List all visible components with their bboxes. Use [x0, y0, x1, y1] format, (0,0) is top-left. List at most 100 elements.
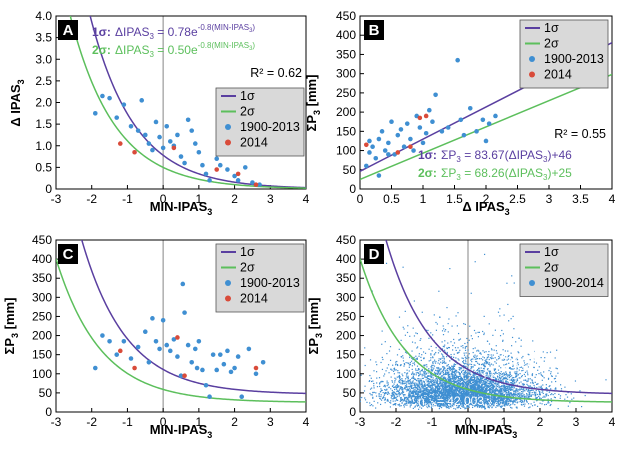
panel-b-point-1900-2013	[439, 129, 445, 134]
panel-b-point-2014	[417, 115, 423, 121]
panel-a-point-1900-2013	[157, 134, 162, 140]
panel-b-point-1900-2013	[458, 117, 464, 123]
panel-b-point-1900-2013	[376, 136, 382, 142]
panel-b-point-1900-2013	[367, 138, 372, 144]
panel-a-legend-swatch	[225, 124, 231, 130]
panel-c-point-1900-2013	[235, 354, 241, 359]
panel-b-equation-1: 1σ: ΣP3 = 83.67(ΔIPAS3)+46	[418, 148, 572, 164]
panel-b-xtick-label: 3	[546, 192, 553, 206]
panel-d-ytick-label: 450	[336, 233, 356, 247]
panel-a-point-1900-2013	[160, 145, 166, 151]
panel-d-legend-label: 2σ	[544, 261, 559, 275]
panel-a-ytick-label: 0	[45, 182, 52, 196]
panel-a-xtick-label: -3	[51, 192, 62, 206]
panel-b-point-1900-2013	[420, 140, 426, 146]
panel-c-point-1900-2013	[146, 360, 152, 365]
panel-a-ytick-label: 1.5	[35, 117, 52, 131]
panel-b-frame	[359, 15, 613, 190]
panel-a-point-1900-2013	[217, 162, 223, 168]
panel-c-point-1900-2013	[200, 367, 205, 373]
panel-b-xtick-label: 1.5	[446, 192, 463, 206]
panel-a-point-1900-2013	[150, 147, 155, 153]
svg-text:ΔIPAS3 = 0.78e-0.8(MIN-IPAS3): ΔIPAS3 = 0.78e-0.8(MIN-IPAS3)	[115, 23, 255, 41]
panel-d-ytick-label: 400	[336, 252, 356, 266]
panel-a-equation-1: 1σ: ΔIPAS3 = 0.78e-0.8(MIN-IPAS3)	[92, 23, 255, 41]
panel-c-xtick-label: 0	[160, 415, 167, 429]
panel-c-point-1900-2013	[167, 348, 173, 354]
panel-c-point-2014	[132, 365, 137, 371]
panel-c-point-1900-2013	[196, 338, 202, 344]
panel-c-frame	[55, 239, 307, 413]
panel-b-point-1900-2013	[417, 125, 423, 130]
panel-d-xtick-label: 0	[465, 415, 472, 429]
panel-c-legend-label: 1900-2013	[240, 276, 300, 290]
panel-d-xtick-label: 1	[501, 415, 508, 429]
panel-c-xlabel: MIN-IPAS3	[150, 422, 213, 440]
panel-c-point-1900-2013	[189, 360, 195, 365]
panel-d-legend-swatch	[529, 280, 535, 286]
panel-a-xtick-label: 3	[267, 192, 274, 206]
panel-d-ytick-label: 350	[336, 271, 356, 285]
panel-c-point-1900-2013	[232, 365, 237, 371]
panel-a-point-1900-2013	[196, 149, 202, 155]
panel-c-point-1900-2013	[228, 369, 234, 375]
panel-b-legend-label: 1σ	[544, 21, 559, 35]
panel-a-point-1900-2013	[214, 156, 220, 162]
panel-c-xtick-label: -2	[86, 415, 97, 429]
panel-a-equation-2: 2σ: ΔIPAS3 = 0.50e-0.8(MIN-IPAS3)	[92, 41, 255, 59]
panel-a-point-1900-2013	[225, 167, 230, 172]
panel-b-ylabel: ΣP3 [mm]	[304, 75, 322, 132]
panel-a-xtick-label: -1	[122, 192, 133, 206]
panel-a-point-1900-2013	[207, 178, 212, 183]
panel-a-legend-swatch	[225, 139, 231, 146]
panel-b-point-1900-2013	[430, 119, 435, 125]
panel-c-point-2014	[253, 365, 259, 371]
panel-c-xtick-label: 2	[231, 415, 238, 429]
panel-d-ytick-label: 50	[343, 386, 357, 400]
panel-b-label-box	[364, 20, 384, 40]
panel-a-point-2014	[132, 149, 137, 155]
panel-b-ytick-label: 100	[336, 144, 356, 158]
panel-c-xtick-label: 3	[267, 415, 274, 429]
panel-d-curve-2sigma	[360, 258, 612, 403]
panel-a-point-1900-2013	[250, 180, 255, 185]
panel-a-point-1900-2013	[167, 139, 173, 144]
panel-b-point-1900-2013	[370, 144, 375, 150]
panel-c-point-1900-2013	[121, 338, 127, 344]
panel-c-point-1900-2013	[92, 365, 98, 371]
panel-b-point-1900-2013	[480, 117, 486, 123]
panel-b-point-1900-2013	[445, 125, 451, 130]
panel-d-xtick-label: 2	[537, 415, 544, 429]
panel-a-point-1900-2013	[139, 98, 145, 103]
panel-b-equation-2: 2σ: ΣP3 = 68.26(ΔIPAS3)+25	[418, 166, 572, 182]
panel-d-xtick-label: 4	[609, 415, 616, 429]
panel-c-xtick-label: 4	[303, 415, 310, 429]
panel-c-point-1900-2013	[114, 352, 120, 357]
panel-a-ytick-label: 2.0	[35, 96, 52, 110]
panel-b-point-1900-2013	[408, 136, 413, 142]
panel-c-point-1900-2013	[185, 342, 191, 348]
panel-c-ytick-label: 200	[32, 329, 52, 343]
panel-d-legend-label: 1σ	[544, 245, 559, 259]
panel-b-point-1900-2013	[373, 155, 379, 161]
panel-c-legend-swatch	[225, 295, 231, 302]
panel-c: -3 -2 -1 0 1 2 3 4 0 50 100 150 200 250 300 350 400 450 C…	[2, 233, 310, 440]
panel-a-point-1900-2013	[142, 132, 148, 138]
panel-c-point-1900-2013	[157, 346, 162, 352]
panel-a-point-1900-2013	[146, 141, 152, 146]
panel-a-point-1900-2013	[135, 128, 141, 133]
panel-c-point-1900-2013	[182, 310, 187, 315]
panel-b-legend-label: 1900-2013	[544, 52, 604, 66]
panel-b-xtick-label: 4	[609, 192, 616, 206]
panel-b-ytick-label: 400	[336, 28, 356, 42]
panel-a-point-1900-2013	[235, 178, 241, 183]
panel-d-curve-1sigma	[385, 240, 612, 395]
panel-b-ytick-label: 300	[336, 67, 356, 81]
panel-a-ylabel: Δ IPAS3	[8, 79, 26, 126]
panel-c-point-1900-2013	[135, 344, 141, 350]
panel-c-point-1900-2013	[194, 365, 200, 371]
panel-a-point-1900-2013	[189, 128, 195, 133]
panel-c-point-1900-2013	[142, 329, 148, 335]
panel-b-label: B	[369, 22, 380, 39]
panel-c-legend-box	[215, 243, 305, 313]
